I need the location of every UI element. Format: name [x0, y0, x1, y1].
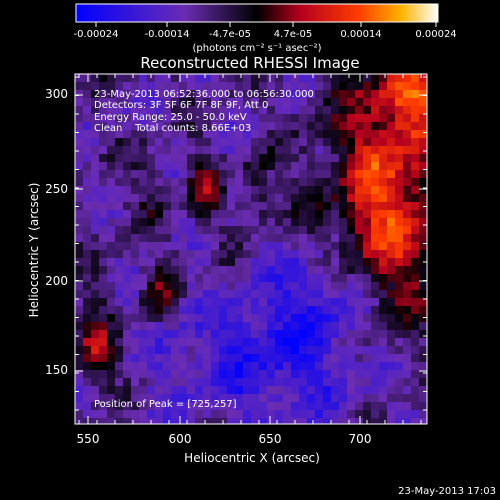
y-axis-label: Heliocentric Y (arcsec) [27, 183, 41, 318]
y-tick-label: 150 [45, 363, 68, 377]
colorbar-tick-label: 4.7e-05 [274, 29, 312, 40]
colorbar-tick-label: 0.00014 [340, 29, 381, 40]
colorbar-units: (photons cm⁻² s⁻¹ asec⁻²) [192, 43, 321, 54]
y-tick-label: 200 [45, 274, 68, 288]
energy-range-annotation: Energy Range: 25.0 - 50.0 keV [94, 112, 247, 123]
time-range-annotation: 23-May-2013 06:52:36.000 to 06:56:30.000 [94, 89, 314, 100]
colorbar [75, 3, 439, 23]
clean-counts-annotation: Clean Total counts: 8.66E+03 [94, 123, 251, 134]
colorbar-tick-label: 0.00024 [415, 29, 456, 40]
x-tick-label: 600 [169, 432, 192, 446]
colorbar-tick-label: -4.7e-05 [209, 29, 251, 40]
y-tick-label: 300 [45, 87, 68, 101]
plot-frame [74, 73, 428, 425]
x-axis-label: Heliocentric X (arcsec) [184, 451, 320, 465]
x-tick-label: 700 [349, 432, 372, 446]
peak-position-annotation: Position of Peak = [725,257] [94, 399, 237, 410]
y-tick-label: 250 [45, 182, 68, 196]
plot-title: Reconstructed RHESSI Image [140, 54, 359, 72]
detectors-annotation: Detectors: 3F 5F 6F 7F 8F 9F, Att 0 [94, 100, 268, 111]
x-tick-label: 550 [77, 432, 100, 446]
colorbar-ticks [95, 22, 437, 27]
x-tick-label: 650 [259, 432, 282, 446]
intensity-map [75, 74, 427, 424]
colorbar-tick-label: -0.00024 [74, 29, 119, 40]
axis-ticks [75, 74, 427, 424]
timestamp-footer: 23-May-2013 17:03 [398, 486, 496, 497]
colorbar-tick-label: -0.00014 [145, 29, 190, 40]
